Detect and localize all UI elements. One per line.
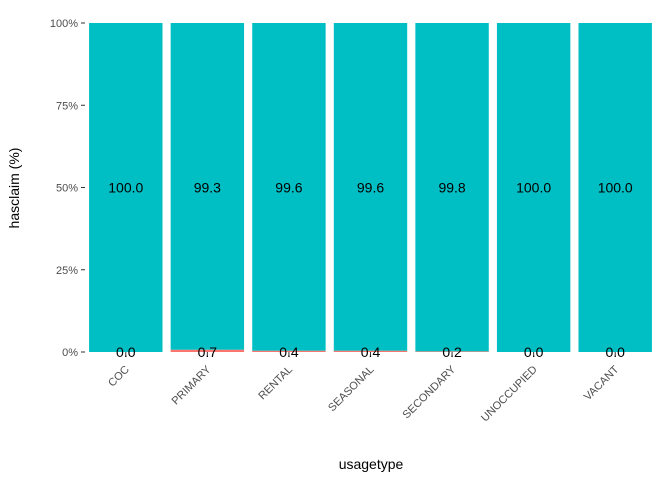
x-tick-label: SECONDARY bbox=[401, 363, 459, 421]
y-tick-label: 0% bbox=[62, 347, 78, 359]
x-axis-title: usagetype bbox=[339, 456, 404, 472]
x-tick-label: PRIMARY bbox=[170, 363, 214, 407]
y-tick-label: 75% bbox=[56, 100, 78, 112]
bars bbox=[89, 23, 652, 352]
x-axis: COC PRIMARY RENTAL SEASONAL SECONDARY UNOCCUP… bbox=[106, 352, 622, 425]
bar-segment-0 bbox=[415, 351, 489, 352]
y-tick-label: 100% bbox=[50, 18, 78, 30]
data-label-middle: 100.0 bbox=[516, 180, 551, 196]
bar-segment-1 bbox=[496, 23, 571, 352]
bar-segment-1 bbox=[415, 23, 489, 352]
x-tick-label: RENTAL bbox=[256, 364, 295, 403]
y-axis-title: hasclaim (%) bbox=[6, 148, 22, 229]
data-label-middle: 99.3 bbox=[194, 180, 221, 196]
y-tick-label: 25% bbox=[56, 265, 78, 277]
bar-segment-0 bbox=[252, 350, 326, 352]
y-axis: 0% 25% 50% 75% 100% bbox=[50, 18, 85, 359]
x-tick-label: COC bbox=[106, 364, 132, 390]
bar-segment-1 bbox=[170, 23, 245, 350]
bar-segment-1 bbox=[89, 23, 163, 352]
x-tick-label: UNOCCUPIED bbox=[479, 364, 540, 425]
bar-segment-1 bbox=[578, 23, 652, 352]
bar-segment-1 bbox=[333, 23, 408, 351]
bar-segment-0 bbox=[333, 350, 408, 352]
x-tick-label: VACANT bbox=[582, 363, 622, 403]
data-label-middle: 99.6 bbox=[275, 180, 302, 196]
bar-segment-0 bbox=[170, 349, 245, 352]
bar-segment-1 bbox=[252, 23, 326, 351]
data-label-middle: 100.0 bbox=[108, 180, 143, 196]
y-tick-label: 50% bbox=[56, 183, 78, 195]
data-label-middle: 99.8 bbox=[438, 180, 465, 196]
data-label-middle: 99.6 bbox=[357, 180, 384, 196]
x-tick-label: SEASONAL bbox=[326, 364, 376, 414]
data-label-middle: 100.0 bbox=[598, 180, 633, 196]
